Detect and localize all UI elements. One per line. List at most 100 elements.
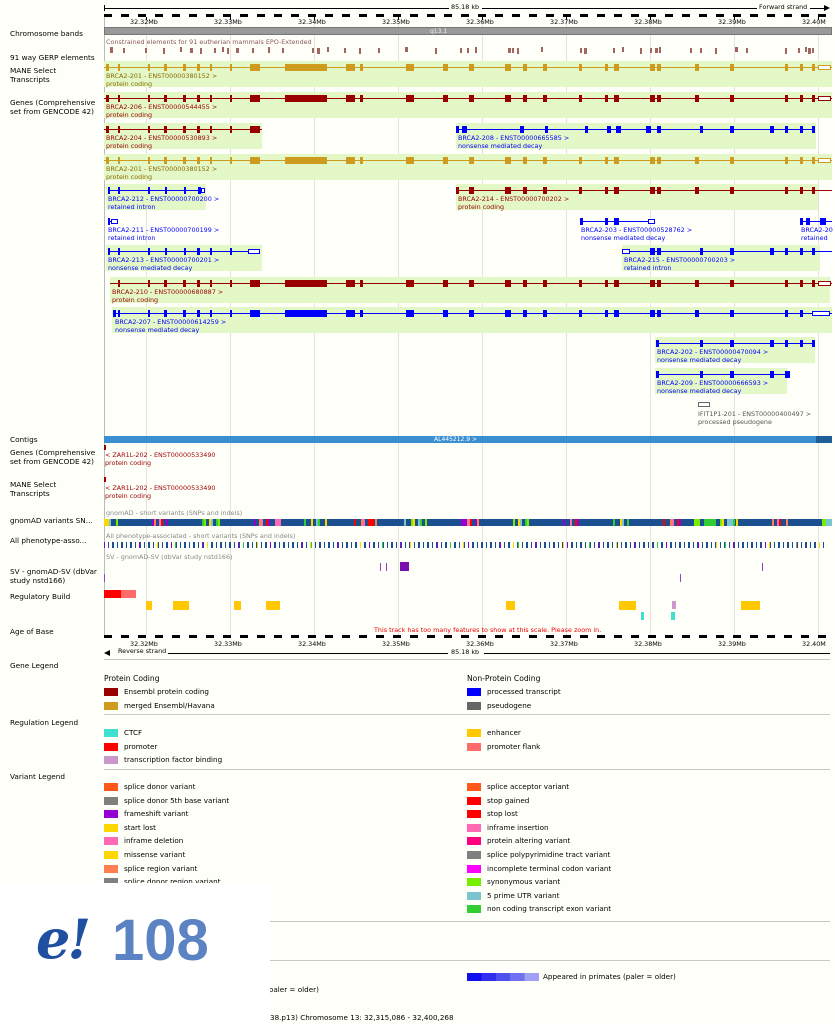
label-genes-top: Genes (Comprehensive set from GENCODE 42… xyxy=(10,98,96,116)
transcript-name[interactable]: BRCA2-206 - ENST00000544455 > xyxy=(106,103,218,111)
gene-legend-label: Ensembl protein coding xyxy=(124,687,209,696)
tick-label-bottom: 32.38Mb xyxy=(634,640,662,648)
variant-legend-label: 5 prime UTR variant xyxy=(487,890,560,900)
tick-label-bottom: 32.40M xyxy=(802,640,826,648)
chromosome-band[interactable]: q13.1 xyxy=(104,27,832,35)
regulation-legend-swatch xyxy=(104,742,118,751)
regulation-legend-swatch xyxy=(104,729,118,737)
variant-legend-label: start lost xyxy=(124,822,156,832)
transcript-name[interactable]: BRCA2-207 - ENST00000614259 > xyxy=(115,318,227,326)
variant-legend-swatch xyxy=(104,823,118,832)
transcript-name[interactable]: BRCA2-208 - ENST00000665585 > xyxy=(458,134,570,142)
label-genes-bottom: Genes (Comprehensive set from GENCODE 42… xyxy=(10,448,96,466)
label-phenotype: All phenotype-asso... xyxy=(10,536,87,545)
transcript-name[interactable]: BRCA2-215 - ENST00000700203 > xyxy=(624,256,736,264)
variant-legend-swatch xyxy=(467,837,481,846)
transcript-biotype: protein coding xyxy=(458,203,505,211)
transcript-name[interactable]: BRCA2-212 - ENST00000700200 > xyxy=(108,195,220,203)
transcript-biotype: retained xyxy=(801,234,828,242)
gene-legend-label: pseudogene xyxy=(487,701,532,710)
variant-legend-label: synonymous variant xyxy=(487,877,561,887)
tick-label-top: 32.33Mb xyxy=(214,18,242,26)
zar1l-label-2[interactable]: < ZAR1L-202 - ENST00000533490 xyxy=(105,484,216,492)
reverse-strand-label: Reverse strand xyxy=(118,647,167,655)
regulation-legend-swatch xyxy=(467,742,481,751)
variant-legend-swatch xyxy=(104,878,118,887)
variant-legend-swatch xyxy=(104,796,118,805)
label-contigs: Contigs xyxy=(10,435,38,444)
release-number: 108 xyxy=(112,908,209,973)
top-ruler xyxy=(104,14,832,17)
reverse-arrow-icon xyxy=(104,650,110,656)
variant-legend-swatch xyxy=(104,810,118,819)
transcript-name[interactable]: BRCA2-204 - ENST00000530893 > xyxy=(106,134,218,142)
zar1l-biotype-2: protein coding xyxy=(105,492,152,500)
tick-label-bottom: 32.39Mb xyxy=(718,640,746,648)
contig-bar[interactable]: AL445212.9 > xyxy=(104,436,816,443)
label-sv: SV - gnomAD-SV (dbVar study nstd166) xyxy=(10,567,97,585)
forward-strand-label: Forward strand xyxy=(759,3,808,11)
transcript-biotype: nonsense mediated decay xyxy=(458,142,543,150)
transcript-biotype: protein coding xyxy=(106,80,153,88)
regulation-legend-label: enhancer xyxy=(487,728,521,737)
transcript-name[interactable]: BRCA2-203 - ENST00000528762 > xyxy=(581,226,693,234)
transcript-biotype: protein coding xyxy=(112,296,159,304)
tick-label-top: 32.36Mb xyxy=(466,18,494,26)
transcript-biotype: retained intron xyxy=(624,264,672,272)
variant-legend-swatch xyxy=(467,864,481,873)
regulation-legend-label: promoter flank xyxy=(487,741,541,751)
variant-legend-label: non coding transcript exon variant xyxy=(487,904,612,914)
variant-legend-swatch xyxy=(467,891,481,900)
gerp-caption: Constrained elements for 91 eutherian ma… xyxy=(106,38,312,46)
phenotype-variant-track[interactable] xyxy=(104,542,826,548)
gene-legend-swatch xyxy=(467,688,481,696)
transcript-biotype: nonsense mediated decay xyxy=(115,326,200,334)
variant-legend-swatch xyxy=(467,851,481,859)
transcript-name[interactable]: BRCA2-201 - ENST00000380152 > xyxy=(106,165,218,173)
tick-label-bottom: 32.35Mb xyxy=(382,640,410,648)
sv-caption: SV - gnomAD-SV (dbVar study nstd166) xyxy=(106,553,233,561)
variant-legend-label: stop gained xyxy=(487,795,530,805)
transcript-name[interactable]: BRCA2-210 - ENST00000680887 > xyxy=(112,288,224,296)
variant-legend-label: inframe deletion xyxy=(124,836,184,846)
transcript-biotype: protein coding xyxy=(106,111,153,119)
protein-coding-heading: Protein Coding xyxy=(104,674,160,683)
transcript-name[interactable]: BRCA2-211 - ENST00000700199 > xyxy=(108,226,220,234)
transcript-name[interactable]: BRCA2-213 - ENST00000700201 > xyxy=(108,256,220,264)
transcript-biotype: retained intron xyxy=(108,234,156,242)
transcript-biotype: retained intron xyxy=(108,203,156,211)
regulation-legend-swatch xyxy=(104,756,118,764)
variant-legend-swatch xyxy=(467,905,481,914)
gene-legend-swatch xyxy=(104,702,118,710)
variant-legend-label: splice donor 5th base variant xyxy=(124,795,230,805)
variant-legend-title: Variant Legend xyxy=(10,772,66,781)
regulation-legend-title: Regulation Legend xyxy=(10,718,79,727)
variant-legend-label: splice region variant xyxy=(124,863,198,873)
transcript-name[interactable]: BRCA2-20 xyxy=(801,226,833,234)
tick-label-top: 32.32Mb xyxy=(130,18,158,26)
tick-label-bottom: 32.37Mb xyxy=(550,640,578,648)
variant-legend-swatch xyxy=(104,864,118,873)
variant-legend-swatch xyxy=(467,796,481,805)
zar1l-label-1[interactable]: < ZAR1L-202 - ENST00000533490 xyxy=(105,451,216,459)
location-footer: 38.p13) Chromosome 13: 32,315,086 - 32,4… xyxy=(270,1013,454,1022)
tick-label-bottom: 32.33Mb xyxy=(214,640,242,648)
label-mane-bottom: MANE Select Transcripts xyxy=(10,480,57,498)
transcript-name[interactable]: BRCA2-201 - ENST00000380152 > xyxy=(106,72,218,80)
span-label-top: 85.18 kb xyxy=(451,3,480,11)
tick-label-top: 32.37Mb xyxy=(550,18,578,26)
transcript-name[interactable]: BRCA2-209 - ENST00000666593 > xyxy=(657,379,769,387)
contig-label: AL445212.9 > xyxy=(434,436,478,443)
gnomad-variant-track[interactable] xyxy=(104,519,832,526)
regulation-legend-label: transcription factor binding xyxy=(124,755,223,764)
transcript-name[interactable]: IFIT1P1-201 - ENST00000400497 > xyxy=(698,410,812,418)
tick-label-top: 32.39Mb xyxy=(718,18,746,26)
gene-legend-label: processed transcript xyxy=(487,687,561,696)
bottom-ruler xyxy=(104,635,832,638)
transcript-name[interactable]: BRCA2-214 - ENST00000700202 > xyxy=(458,195,570,203)
gnomad-caption: gnomAD - short variants (SNPs and indels… xyxy=(106,509,243,517)
transcript-name[interactable]: BRCA2-202 - ENST00000470094 > xyxy=(657,348,769,356)
transcript-biotype: protein coding xyxy=(106,173,153,181)
gene-legend-title: Gene Legend xyxy=(10,661,59,670)
transcript-biotype: nonsense mediated decay xyxy=(657,356,742,364)
